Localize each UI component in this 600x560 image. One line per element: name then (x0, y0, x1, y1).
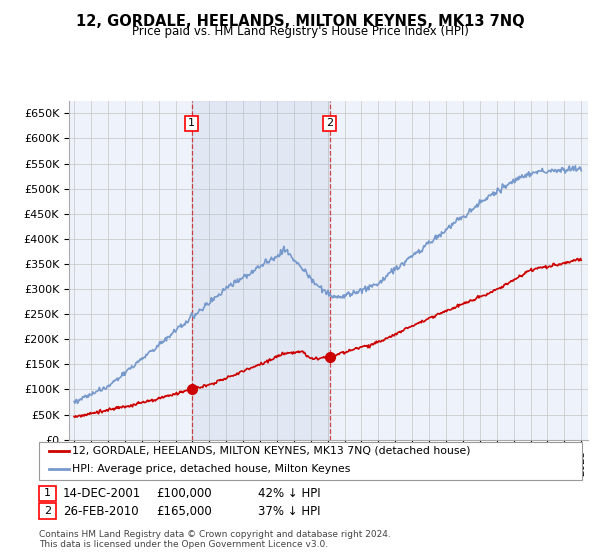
Text: 2: 2 (326, 118, 333, 128)
Bar (191, 101, 329, 440)
Text: 42% ↓ HPI: 42% ↓ HPI (258, 487, 320, 500)
Text: Price paid vs. HM Land Registry's House Price Index (HPI): Price paid vs. HM Land Registry's House … (131, 25, 469, 38)
Text: £100,000: £100,000 (156, 487, 212, 500)
Text: 1: 1 (188, 118, 195, 128)
Text: 37% ↓ HPI: 37% ↓ HPI (258, 505, 320, 518)
Text: 1: 1 (44, 488, 51, 498)
Text: 12, GORDALE, HEELANDS, MILTON KEYNES, MK13 7NQ (detached house): 12, GORDALE, HEELANDS, MILTON KEYNES, MK… (72, 446, 470, 456)
Text: HPI: Average price, detached house, Milton Keynes: HPI: Average price, detached house, Milt… (72, 464, 350, 474)
Text: 26-FEB-2010: 26-FEB-2010 (63, 505, 139, 518)
Text: 14-DEC-2001: 14-DEC-2001 (63, 487, 141, 500)
Text: 2: 2 (44, 506, 51, 516)
Text: £165,000: £165,000 (156, 505, 212, 518)
Text: 12, GORDALE, HEELANDS, MILTON KEYNES, MK13 7NQ: 12, GORDALE, HEELANDS, MILTON KEYNES, MK… (76, 14, 524, 29)
Text: Contains HM Land Registry data © Crown copyright and database right 2024.
This d: Contains HM Land Registry data © Crown c… (39, 530, 391, 549)
